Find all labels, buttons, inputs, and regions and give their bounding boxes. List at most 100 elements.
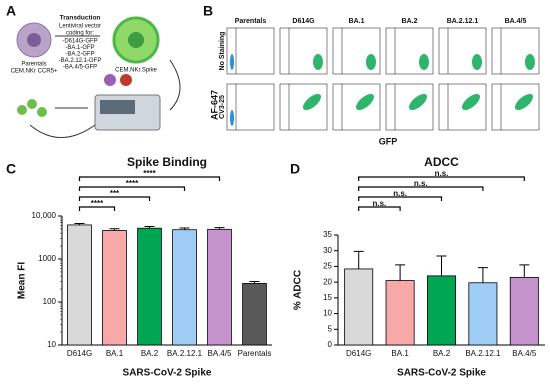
bar [344,268,374,346]
construct: -BA.2.12.1-GFP [59,58,102,64]
x-label: SARS-CoV-2 Spike [123,368,212,379]
significance-label: n.s. [373,199,387,208]
bar [172,229,197,346]
x-tick-label: BA.4/5 [207,349,232,358]
arrow [169,59,181,111]
chart-title: Spike Binding [127,155,207,169]
cell [37,107,47,117]
significance-label: n.s. [393,189,407,198]
chart-title: ADCC [424,155,459,169]
significance-bracket [78,176,221,181]
x-tick-label: BA.4/5 [512,349,537,358]
significance-bracket [358,206,401,211]
cytometer-panel [100,100,135,114]
significance-label: *** [110,189,120,198]
cell [27,99,37,109]
panel-letter: B [203,3,213,19]
significance-bracket [78,186,186,191]
row-label: No Staining [219,32,226,71]
column-label: Parentals [235,18,267,25]
bar [509,277,539,346]
construct: -BA.1-GFP [65,45,94,51]
significance-label: **** [91,199,104,208]
y-tick-label: 5 [328,324,333,333]
x-tick-label: BA.2.12.1 [465,349,501,358]
significance-label: n.s. [414,179,428,188]
column-label: BA.2 [402,18,418,25]
flow-plot [226,27,275,75]
flow-plot [332,83,381,131]
schematic [16,16,181,138]
error-bar [249,280,260,284]
error-bar [179,227,190,230]
error-bar [214,227,225,230]
panel-letter: D [290,161,300,177]
population [230,110,234,126]
population [419,54,429,70]
error-bar [519,264,530,278]
y-tick-label: 10,000 [32,211,57,220]
cell-label: Parentals [21,62,46,68]
antibody [104,74,116,86]
bar [67,224,92,346]
population [408,93,428,111]
construct: -BA.2-GFP [65,52,94,58]
x-tick-label: Parentals [238,349,272,358]
bar [137,227,162,346]
effector [120,74,132,86]
y-tick-label: 100 [43,297,57,306]
column-label: BA.1 [349,18,365,25]
error-bar [477,267,488,283]
bar [242,283,267,346]
error-bar [144,225,155,229]
x-tick-label: D614G [346,349,371,358]
row-label: CV3-25 [219,95,226,119]
significance-bracket [358,196,443,201]
error-bar [353,250,364,269]
x-tick-label: BA.2.12.1 [167,349,203,358]
transduction: Transduction [60,15,101,22]
significance-bracket [78,206,116,211]
error-bar [436,255,447,276]
bar [427,275,456,346]
construct: -BA.4/5-GFP [63,65,97,71]
construct: -D614G-GFP [62,39,97,45]
significance-bracket [358,186,484,191]
panel-letter: A [6,3,16,19]
y-tick-label: 10 [47,340,56,349]
significance-bracket [78,196,151,201]
bar [207,228,232,346]
population [514,93,534,111]
x-label: GFP [379,136,398,146]
error-bar [109,228,120,231]
population [472,54,482,70]
population [313,54,323,70]
bar [385,280,415,346]
y-tick-label: 20 [323,277,332,286]
error-bar [74,222,85,225]
y-label: Mean FI [17,262,28,299]
cell [17,105,27,115]
cell-label: CEM.NKr.Spike [115,68,157,74]
column-label: D614G [292,18,315,25]
x-tick-label: BA.2 [433,349,451,358]
error-bar [395,264,406,281]
population [525,54,535,70]
x-tick-label: BA.1 [391,349,409,358]
column-label: BA.2.12.1 [447,18,479,25]
population [230,54,234,70]
population [302,93,322,111]
population [355,93,375,111]
bar [468,282,498,346]
vector-text: Lentiviral vector [59,24,101,30]
nucleus [128,32,144,48]
y-label: AF-647 [209,90,219,120]
significance-label: **** [143,169,156,178]
flow-plot [332,27,381,75]
flow-plot [226,83,275,131]
population [366,54,376,70]
vector-text: coding for: [66,31,94,37]
y-tick-label: 25 [323,262,332,271]
bar [102,230,127,346]
